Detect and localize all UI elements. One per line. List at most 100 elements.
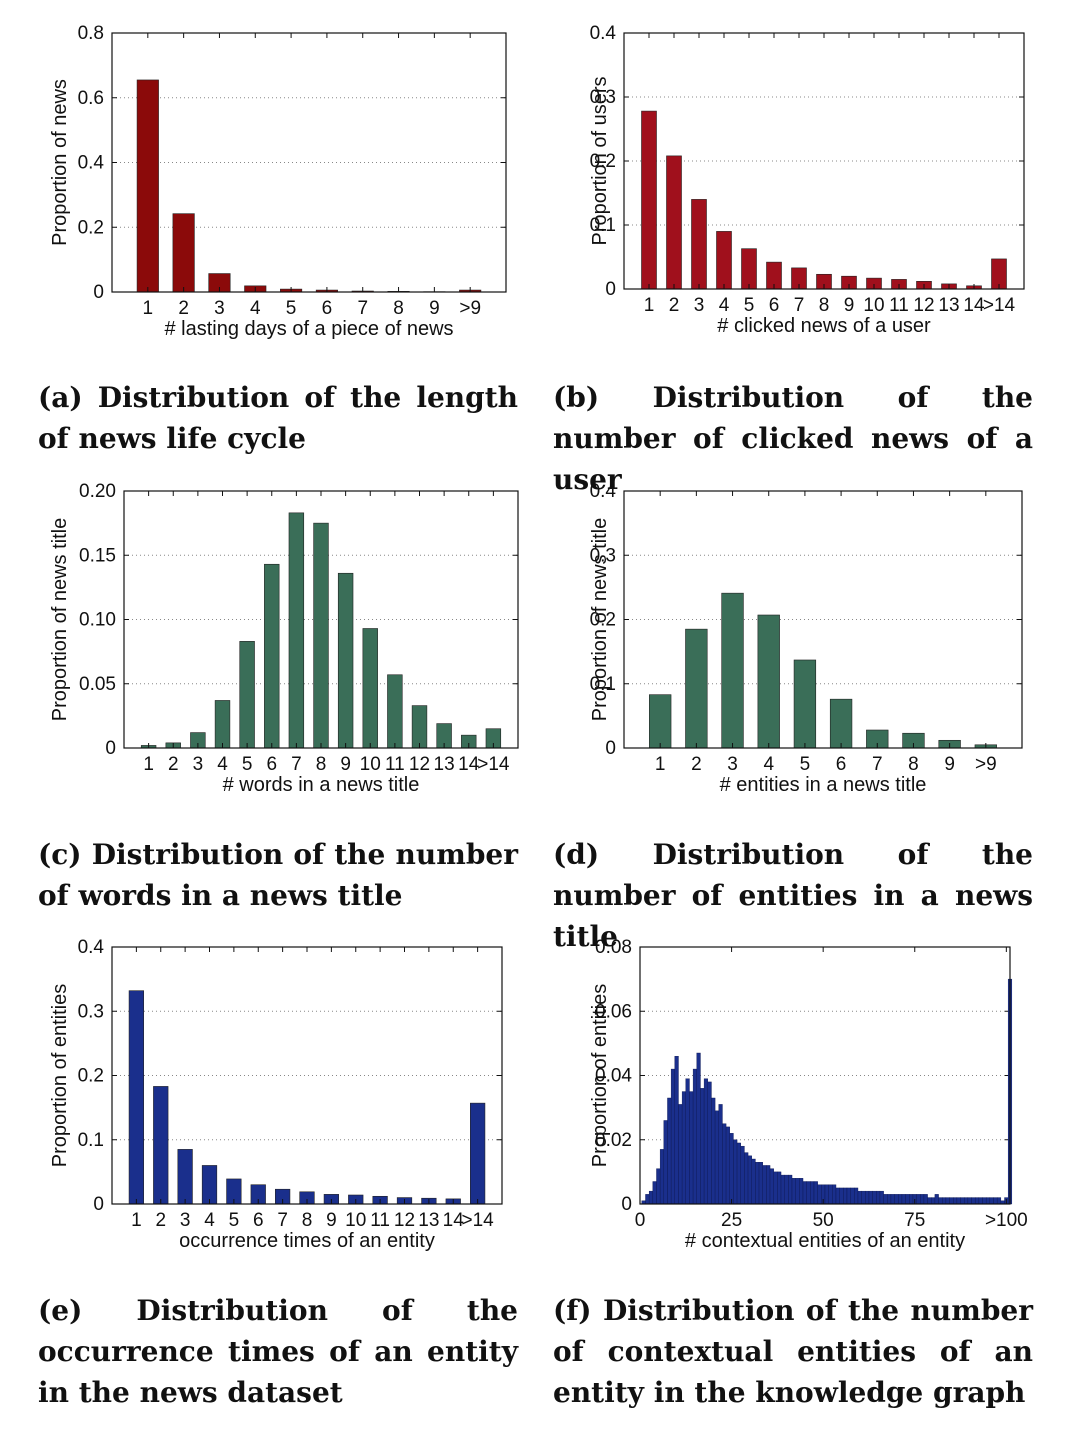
bar [136,79,159,293]
histogram-bar [967,1197,972,1205]
x-tick-label: 5 [286,298,297,319]
x-tick-label: 9 [429,298,440,319]
histogram-bar [773,1171,778,1205]
x-tick-label: 12 [394,1210,415,1231]
bar [666,155,682,290]
x-tick-label: 10 [345,1210,366,1231]
x-tick-label: >14 [477,754,510,775]
histogram-bar [813,1181,818,1205]
chart-f: 0 0.02 0.04 0.06 0.08 0 25 50 75 >100 # contextual… [589,937,1028,1252]
histogram-bar [810,1181,815,1205]
x-tick-label: 10 [360,754,381,775]
bar [172,213,195,293]
y-tick-label: 0.4 [78,937,105,958]
bar [757,614,780,749]
histogram-bar [656,1168,661,1205]
x-tick-label: 9 [340,754,351,775]
histogram-bar [703,1078,708,1205]
x-tick-label: 2 [168,754,179,775]
histogram-bar [758,1162,763,1205]
bar [721,592,744,749]
histogram-bar [802,1181,807,1205]
histogram-bar [788,1174,793,1205]
bar [313,522,329,749]
histogram-bar [960,1197,965,1205]
histogram-bar [700,1088,705,1205]
bar [470,1102,486,1205]
x-tick-label: 75 [904,1210,925,1231]
histogram-bar [846,1187,851,1205]
x-tick-label: 2 [155,1210,166,1231]
histogram-bar [806,1181,811,1205]
histogram-bar [905,1194,910,1205]
histogram-bar [791,1178,796,1205]
bar [716,231,732,290]
histogram-bar [971,1197,976,1205]
x-tick-label: 1 [655,754,666,775]
bar [685,628,708,749]
histogram-bar [681,1091,686,1205]
x-tick-label: 10 [863,295,884,316]
y-tick-label: 0.02 [595,1130,632,1151]
x-tick-label: 11 [370,1210,390,1231]
chart-panel-e: 0 0.1 0.2 0.3 0.4 1 2 3 4 5 6 7 8 9 10 11 12 13 14 >14 occur… [0,928,540,1278]
histogram-bar [872,1190,877,1205]
y-tick-label: 0.3 [590,87,616,108]
histogram-bar [652,1181,657,1205]
bar [641,110,657,290]
histogram-bar [725,1126,730,1205]
x-tick-label: 9 [944,754,955,775]
histogram-bar [865,1190,870,1205]
y-tick-label: 0.10 [79,610,116,631]
histogram-bar [722,1123,727,1205]
x-tick-label: 2 [691,754,702,775]
x-tick-label: 8 [819,295,830,316]
y-tick-label: 0 [93,282,104,303]
x-tick-label: 1 [143,298,154,319]
bar [201,1165,218,1205]
x-tick-label: 7 [794,295,805,316]
x-tick-label: 3 [214,298,225,319]
histogram-bar [714,1110,719,1205]
y-tick-label: 0.15 [79,545,116,566]
histogram-bar [762,1165,767,1205]
histogram-bar [923,1194,928,1205]
histogram-bar [689,1091,694,1205]
histogram-bar [769,1168,774,1205]
histogram-bar [964,1197,969,1205]
x-axis-label: # clicked news of a user [717,315,931,337]
x-tick-label: 8 [316,754,327,775]
caption-f: (f) Distribution of the number of contex… [553,1294,1033,1409]
histogram-bar [784,1174,789,1205]
histogram-bar [989,1197,994,1205]
histogram-bar [799,1178,804,1205]
x-tick-label: >100 [985,1210,1028,1231]
bar [177,1149,193,1205]
x-tick-label: >9 [459,298,481,319]
x-tick-label: >14 [983,295,1016,316]
histogram-bar [648,1190,654,1205]
bar [387,674,403,749]
y-tick-label: 0.8 [78,23,104,44]
x-tick-label: 11 [889,295,909,316]
histogram-bar [740,1145,745,1205]
histogram-bar [817,1184,822,1205]
y-axis-label: Proportion of entities [49,984,71,1167]
x-tick-label: 4 [217,754,228,775]
x-tick-label: 4 [719,295,730,316]
histogram-bar [953,1197,958,1205]
histogram-bar [876,1190,881,1205]
x-tick-label: 3 [193,754,204,775]
bar [411,705,428,749]
bar [337,572,354,749]
x-tick-label: 50 [813,1210,834,1231]
y-tick-label: 0.06 [595,1001,632,1022]
histogram-bar [663,1120,668,1205]
histogram-bar [674,1056,679,1205]
x-tick-label: 2 [178,298,189,319]
histogram-bar [901,1194,906,1205]
x-tick-label: 14 [458,754,480,775]
histogram-bar [945,1197,950,1205]
chart-panel-f: 0 0.02 0.04 0.06 0.08 0 25 50 75 >100 # contextual… [540,928,1080,1278]
x-tick-label: 7 [277,1210,288,1231]
